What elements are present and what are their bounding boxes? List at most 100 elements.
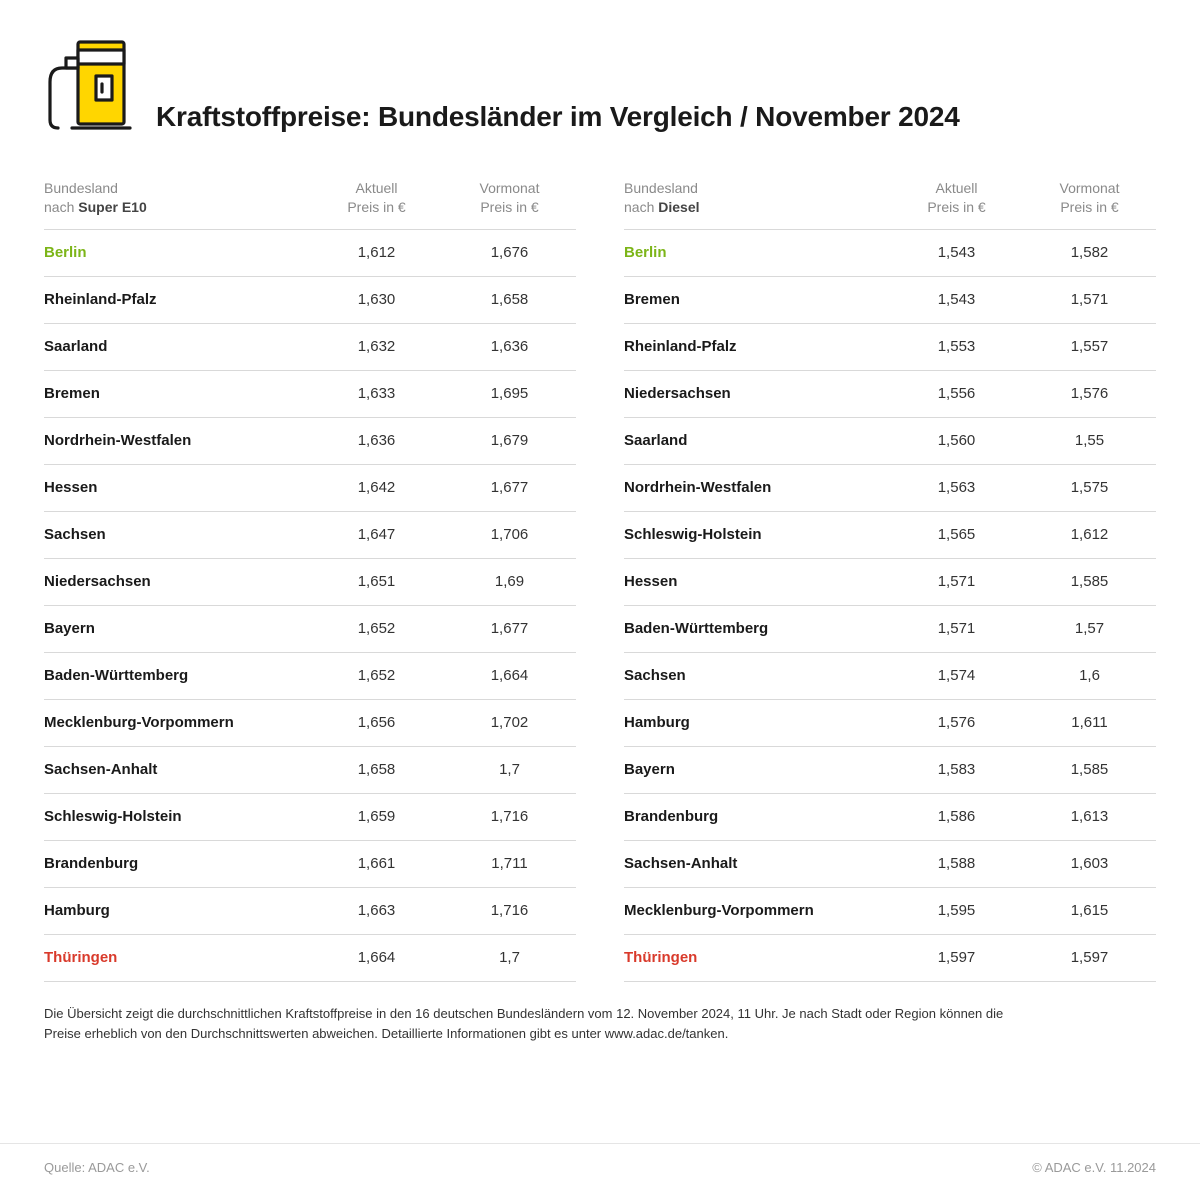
price-prev: 1,597 bbox=[1071, 949, 1109, 966]
price-prev: 1,716 bbox=[491, 808, 529, 825]
price-current: 1,652 bbox=[358, 667, 396, 684]
table-row: Brandenburg1,5861,613 bbox=[624, 794, 1156, 841]
price-current: 1,647 bbox=[358, 526, 396, 543]
state-name: Bayern bbox=[44, 620, 95, 637]
state-name: Saarland bbox=[624, 432, 687, 449]
price-prev: 1,7 bbox=[499, 949, 520, 966]
state-name: Hamburg bbox=[44, 902, 110, 919]
state-name: Schleswig-Holstein bbox=[44, 808, 182, 825]
price-current: 1,586 bbox=[938, 808, 976, 825]
table-row: Berlin1,5431,582 bbox=[624, 230, 1156, 277]
state-name: Baden-Württemberg bbox=[44, 667, 188, 684]
price-current: 1,543 bbox=[938, 244, 976, 261]
table-row: Hessen 1,642 1,677 bbox=[44, 465, 576, 512]
table-header: Bundesland nach Diesel Aktuell Preis in … bbox=[624, 169, 1156, 230]
table-row: Mecklenburg-Vorpommern1,6561,702 bbox=[44, 700, 576, 747]
price-prev: 1,6 bbox=[1079, 667, 1100, 684]
state-name: Hessen bbox=[624, 573, 677, 590]
table-row: Hamburg1,5761,611 bbox=[624, 700, 1156, 747]
col-header-current: Aktuell Preis in € bbox=[310, 179, 443, 217]
price-current: 1,597 bbox=[938, 949, 976, 966]
price-current: 1,560 bbox=[938, 432, 976, 449]
state-name: Mecklenburg-Vorpommern bbox=[624, 902, 814, 919]
state-name: Thüringen bbox=[624, 949, 697, 966]
price-current: 1,556 bbox=[938, 385, 976, 402]
price-prev: 1,677 bbox=[491, 479, 529, 496]
state-name: Brandenburg bbox=[44, 855, 138, 872]
price-current: 1,588 bbox=[938, 855, 976, 872]
price-prev: 1,664 bbox=[491, 667, 529, 684]
table-row: Baden-Württemberg 1,652 1,664 bbox=[44, 653, 576, 700]
table-row: Bayern1,5831,585 bbox=[624, 747, 1156, 794]
page-title: Kraftstoffpreise: Bundesländer im Vergle… bbox=[156, 101, 960, 139]
price-current: 1,553 bbox=[938, 338, 976, 355]
state-name: Sachsen bbox=[624, 667, 686, 684]
price-current: 1,595 bbox=[938, 902, 976, 919]
table-row: Bayern1,6521,677 bbox=[44, 606, 576, 653]
price-prev: 1,716 bbox=[491, 902, 529, 919]
table-row: Baden-Württemberg1,5711,57 bbox=[624, 606, 1156, 653]
price-prev: 1,706 bbox=[491, 526, 529, 543]
table-row: Saarland1,6321,636 bbox=[44, 324, 576, 371]
table-super-e10: Bundesland nach Super E10 Aktuell Preis … bbox=[44, 169, 576, 982]
price-current: 1,574 bbox=[938, 667, 976, 684]
state-name: Rheinland-Pfalz bbox=[44, 291, 157, 308]
price-current: 1,651 bbox=[358, 573, 396, 590]
state-name: Berlin bbox=[44, 244, 87, 261]
state-name: Niedersachsen bbox=[44, 573, 151, 590]
price-prev: 1,676 bbox=[491, 244, 529, 261]
state-name: Bremen bbox=[624, 291, 680, 308]
table-row: Bremen1,6331,695 bbox=[44, 371, 576, 418]
col-header-prev: Vormonat Preis in € bbox=[1023, 179, 1156, 217]
price-current: 1,636 bbox=[358, 432, 396, 449]
table-row: Hamburg1,6631,716 bbox=[44, 888, 576, 935]
price-current: 1,642 bbox=[358, 479, 396, 496]
price-prev: 1,615 bbox=[1071, 902, 1109, 919]
price-prev: 1,636 bbox=[491, 338, 529, 355]
price-current: 1,659 bbox=[358, 808, 396, 825]
state-name: Rheinland-Pfalz bbox=[624, 338, 737, 355]
price-current: 1,632 bbox=[358, 338, 396, 355]
price-current: 1,543 bbox=[938, 291, 976, 308]
price-current: 1,652 bbox=[358, 620, 396, 637]
header: Kraftstoffpreise: Bundesländer im Vergle… bbox=[44, 38, 1156, 139]
fuel-pump-icon bbox=[44, 38, 134, 139]
fuel-label: Diesel bbox=[658, 199, 699, 215]
table-row: Thüringen 1,597 1,597 bbox=[624, 935, 1156, 982]
table-row: Sachsen1,6471,706 bbox=[44, 512, 576, 559]
price-current: 1,630 bbox=[358, 291, 396, 308]
price-prev: 1,7 bbox=[499, 761, 520, 778]
state-name: Sachsen-Anhalt bbox=[624, 855, 737, 872]
table-row: Sachsen-Anhalt1,6581,7 bbox=[44, 747, 576, 794]
price-prev: 1,695 bbox=[491, 385, 529, 402]
price-current: 1,661 bbox=[358, 855, 396, 872]
table-row: Saarland1,5601,55 bbox=[624, 418, 1156, 465]
table-row: Schleswig-Holstein1,5651,612 bbox=[624, 512, 1156, 559]
table-row: Nordrhein-Westfalen1,5631,575 bbox=[624, 465, 1156, 512]
state-name: Hessen bbox=[44, 479, 97, 496]
state-name: Berlin bbox=[624, 244, 667, 261]
state-name: Nordrhein-Westfalen bbox=[44, 432, 191, 449]
table-body: Berlin1,5431,582Bremen1,5431,571Rheinlan… bbox=[624, 230, 1156, 982]
table-row: Berlin1,6121,676 bbox=[44, 230, 576, 277]
page: Kraftstoffpreise: Bundesländer im Vergle… bbox=[0, 0, 1200, 1193]
table-diesel: Bundesland nach Diesel Aktuell Preis in … bbox=[624, 169, 1156, 982]
table-row: Schleswig-Holstein 1,659 1,716 bbox=[44, 794, 576, 841]
table-row: Nordrhein-Westfalen1,6361,679 bbox=[44, 418, 576, 465]
price-current: 1,664 bbox=[358, 949, 396, 966]
price-prev: 1,585 bbox=[1071, 761, 1109, 778]
table-row: Hessen1,5711,585 bbox=[624, 559, 1156, 606]
price-current: 1,583 bbox=[938, 761, 976, 778]
table-row: Niedersachsen1,5561,576 bbox=[624, 371, 1156, 418]
table-row: Mecklenburg-Vorpommern 1,595 1,615 bbox=[624, 888, 1156, 935]
price-prev: 1,613 bbox=[1071, 808, 1109, 825]
price-prev: 1,611 bbox=[1071, 714, 1107, 731]
price-prev: 1,571 bbox=[1071, 291, 1109, 308]
price-prev: 1,711 bbox=[491, 855, 527, 872]
tables-container: Bundesland nach Super E10 Aktuell Preis … bbox=[44, 169, 1156, 982]
table-row: Niedersachsen1,6511,69 bbox=[44, 559, 576, 606]
col-header-current: Aktuell Preis in € bbox=[890, 179, 1023, 217]
price-prev: 1,557 bbox=[1071, 338, 1109, 355]
price-current: 1,656 bbox=[358, 714, 396, 731]
price-current: 1,571 bbox=[938, 620, 976, 637]
